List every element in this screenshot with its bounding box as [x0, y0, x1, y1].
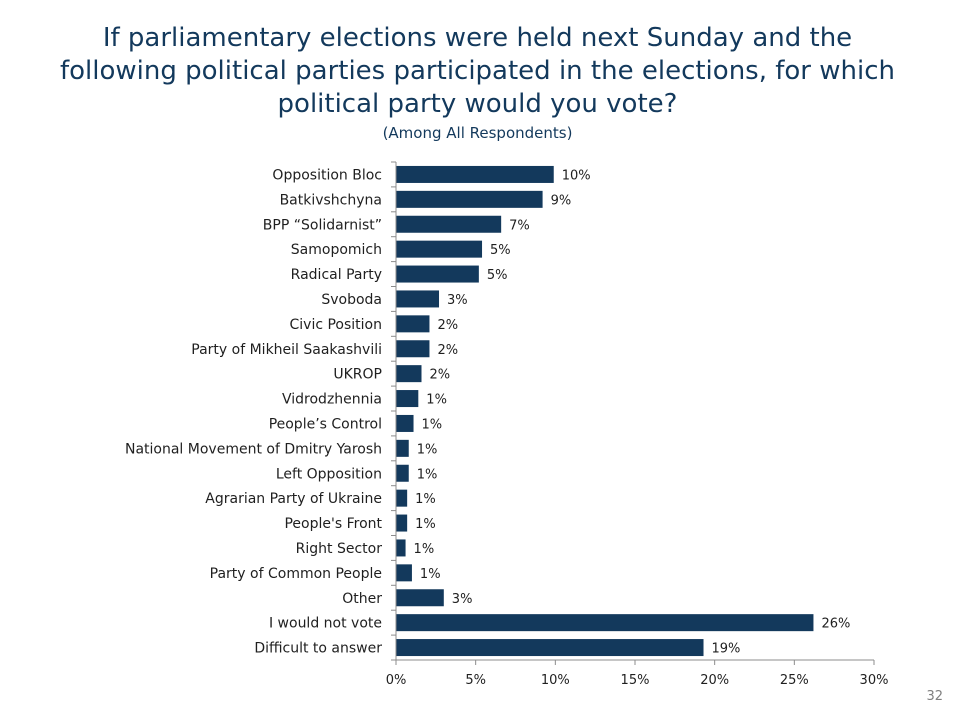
x-tick-label: 15% — [621, 673, 650, 688]
category-label: UKROP — [333, 367, 382, 383]
bar — [396, 439, 409, 457]
category-label: Radical Party — [291, 267, 382, 283]
category-label: People's Front — [284, 516, 382, 532]
bar — [396, 365, 422, 383]
data-label: 3% — [447, 293, 468, 308]
bar — [396, 390, 419, 408]
category-label: Svoboda — [321, 292, 382, 308]
data-label: 7% — [509, 218, 530, 233]
data-label: 1% — [422, 417, 443, 432]
category-label: BPP “Solidarnist” — [263, 217, 382, 233]
bar — [396, 614, 814, 632]
bar — [396, 290, 440, 308]
bar — [396, 589, 444, 607]
data-label: 3% — [452, 592, 473, 607]
data-label: 19% — [712, 642, 741, 657]
category-label: Difficult to answer — [254, 641, 382, 657]
bar — [396, 190, 543, 208]
bar — [396, 165, 554, 183]
bar — [396, 240, 483, 258]
category-label: I would not vote — [269, 616, 382, 632]
bar — [396, 414, 414, 432]
page-number: 32 — [926, 689, 943, 704]
data-label: 9% — [551, 193, 572, 208]
category-label: Party of Mikheil Saakashvili — [191, 342, 382, 358]
category-label: Vidrodzhennia — [282, 392, 382, 408]
bar — [396, 639, 704, 657]
data-label: 1% — [417, 467, 438, 482]
bar — [396, 215, 502, 233]
category-label: Other — [342, 591, 382, 607]
category-label: Civic Position — [290, 317, 383, 333]
bar — [396, 315, 430, 333]
data-label: 10% — [562, 168, 591, 183]
data-label: 1% — [414, 542, 435, 557]
data-label: 1% — [420, 567, 441, 582]
data-label: 5% — [490, 243, 511, 258]
category-label: People’s Control — [269, 416, 382, 432]
data-label: 1% — [415, 492, 436, 507]
data-label: 1% — [426, 393, 447, 408]
x-tick-label: 5% — [465, 673, 486, 688]
bar — [396, 265, 479, 283]
chart-subtitle: (Among All Respondents) — [382, 124, 573, 142]
bar — [396, 564, 412, 582]
chart-title-line-3: political party would you vote? — [277, 89, 678, 119]
bar — [396, 464, 409, 482]
data-label: 2% — [437, 318, 458, 333]
category-label: Agrarian Party of Ukraine — [205, 491, 382, 507]
data-label: 5% — [487, 268, 508, 283]
chart-title: If parliamentary elections were held nex… — [0, 22, 955, 121]
x-tick-label: 30% — [860, 673, 889, 688]
chart-title-line-1: If parliamentary elections were held nex… — [102, 23, 853, 53]
bar — [396, 340, 430, 358]
x-tick-label: 25% — [780, 673, 809, 688]
bar — [396, 489, 408, 507]
x-tick-label: 10% — [541, 673, 570, 688]
category-label: Party of Common People — [210, 566, 382, 582]
category-label: Batkivshchyna — [280, 192, 382, 208]
category-label: Left Opposition — [276, 466, 382, 482]
data-label: 2% — [429, 368, 450, 383]
data-label: 1% — [415, 517, 436, 532]
data-label: 26% — [821, 617, 850, 632]
category-label: Samopomich — [291, 242, 382, 258]
category-label: National Movement of Dmitry Yarosh — [125, 441, 382, 457]
category-label: Opposition Bloc — [272, 167, 382, 183]
data-label: 2% — [437, 343, 458, 358]
category-label: Right Sector — [296, 541, 383, 557]
bar — [396, 514, 408, 532]
x-tick-label: 0% — [386, 673, 407, 688]
data-label: 1% — [417, 442, 438, 457]
chart-title-line-2: following political parties participated… — [60, 56, 895, 86]
bar — [396, 539, 406, 557]
x-tick-label: 20% — [700, 673, 729, 688]
